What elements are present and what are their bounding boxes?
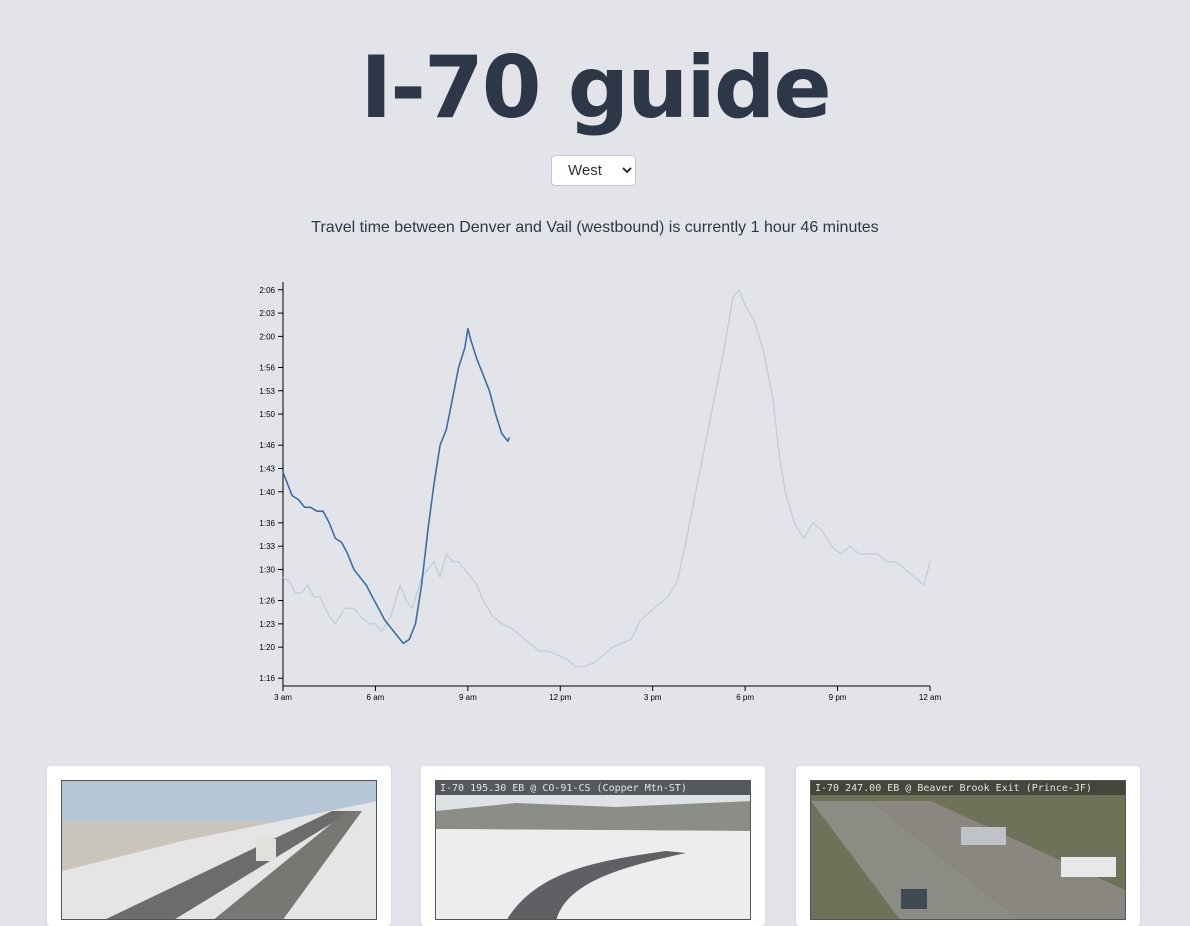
- camera-caption: I-70 195.30 EB @ CO-91-CS (Copper Mtn-ST…: [440, 783, 687, 794]
- series-line-today: [282, 327, 511, 645]
- y-tick-label: 1:53: [259, 387, 275, 396]
- x-tick-label: 3 pm: [644, 693, 662, 702]
- y-tick-label: 1:30: [259, 565, 275, 574]
- y-tick-label: 1:50: [259, 410, 275, 419]
- y-tick-label: 1:23: [259, 620, 275, 629]
- page-title: I-70 guide: [360, 38, 831, 138]
- x-tick-label: 9 am: [459, 693, 477, 702]
- y-tick-label: 1:36: [259, 519, 275, 528]
- series-line-typical: [282, 289, 931, 668]
- camera-card[interactable]: I-70 247.00 EB @ Beaver Brook Exit (Prin…: [796, 766, 1140, 926]
- travel-time-status: Travel time between Denver and Vail (wes…: [311, 219, 879, 236]
- y-tick-label: 1:46: [259, 441, 275, 450]
- y-tick-label: 1:33: [259, 542, 275, 551]
- direction-select[interactable]: West: [551, 155, 636, 186]
- y-tick-label: 1:40: [259, 488, 275, 497]
- y-tick-label: 2:00: [259, 332, 275, 341]
- x-tick-label: 12 am: [919, 693, 942, 702]
- camera-card[interactable]: I-70 195.30 EB @ CO-91-CS (Copper Mtn-ST…: [421, 766, 765, 926]
- camera-caption: I-70 247.00 EB @ Beaver Brook Exit (Prin…: [815, 783, 1092, 794]
- camera-image: I-70 195.30 EB @ CO-91-CS (Copper Mtn-ST…: [435, 780, 751, 920]
- camera-image: I-70 247.00 EB @ Beaver Brook Exit (Prin…: [810, 780, 1126, 920]
- camera-image: [61, 780, 377, 920]
- y-tick-label: 2:03: [259, 309, 275, 318]
- x-tick-label: 12 pm: [549, 693, 572, 702]
- travel-time-chart: 1:16 1:20 1:23 1:26 1:30 1:33 1:36 1:40 1:43 1:46…: [259, 282, 942, 702]
- y-tick-label: 1:43: [259, 464, 275, 473]
- x-tick-label: 3 am: [274, 693, 292, 702]
- y-tick-label: 1:16: [259, 674, 275, 683]
- y-tick-label: 1:56: [259, 363, 275, 372]
- camera-card[interactable]: [47, 766, 391, 926]
- y-tick-label: 2:06: [259, 286, 275, 295]
- y-tick-label: 1:20: [259, 643, 275, 652]
- x-tick-label: 9 pm: [829, 693, 847, 702]
- y-tick-label: 1:26: [259, 597, 275, 606]
- x-tick-label: 6 am: [367, 693, 385, 702]
- x-tick-label: 6 pm: [736, 693, 754, 702]
